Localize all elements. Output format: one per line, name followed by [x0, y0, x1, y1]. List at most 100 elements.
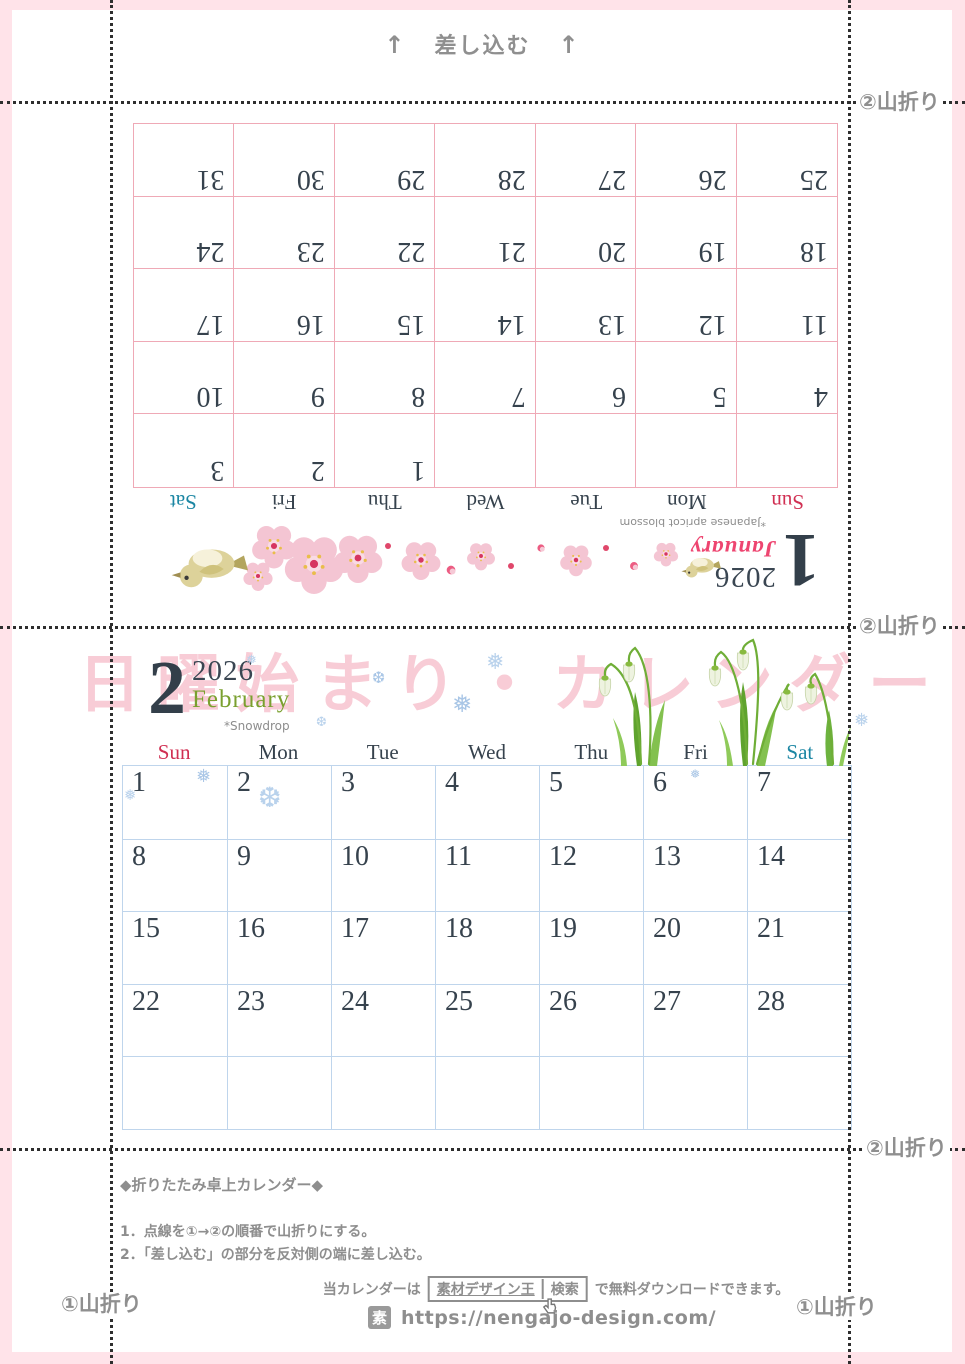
weekday-label: Mon [667, 490, 707, 514]
up-arrow-icon: ↑ [558, 31, 581, 59]
january-weekday-row: Sun Mon Tue Wed Thu Fri Sat [133, 488, 838, 514]
date-number: 8 [411, 381, 426, 413]
date-number: 26 [698, 163, 727, 195]
date-cell: 13 [643, 838, 747, 912]
date-cell: 2 [234, 414, 335, 487]
date-cell [435, 1056, 539, 1129]
date-number: 27 [653, 985, 681, 1017]
fold-line-horizontal-top [0, 101, 965, 104]
date-cell: 15 [123, 911, 227, 984]
date-cell: 4 [435, 766, 539, 839]
weekday-label: Fri [683, 740, 708, 764]
weekday-label: Sun [157, 740, 191, 764]
date-number: 21 [757, 913, 785, 945]
date-number: 16 [296, 308, 325, 340]
date-cell: 20 [535, 196, 637, 270]
weekday-label: Thu [367, 490, 402, 514]
date-cell: 16 [234, 269, 335, 342]
fold-line-vertical-left [110, 0, 113, 1364]
date-cell [535, 414, 637, 487]
folding-instructions: ◆折りたたみ卓上カレンダー◆ 1．点線を①→②の順番で山折りにする。 2．「差し… [120, 1174, 431, 1267]
weekday-label: Sat [786, 740, 814, 764]
date-cell: 14 [747, 838, 851, 912]
download-notice: 当カレンダーは 素材デザイン王 検索 で無料ダウンロードできます。 [322, 1276, 789, 1314]
fold-line-horizontal-middle [0, 626, 965, 629]
date-cell: 9 [227, 838, 331, 912]
date-cell: 4 [736, 341, 837, 415]
date-cell: 27 [535, 124, 637, 197]
date-cell: 3 [134, 414, 235, 487]
date-number: 15 [397, 308, 426, 340]
instruction-step-2: 2．「差し込む」の部分を反対側の端に差し込む。 [120, 1247, 431, 1263]
year-label: 2026 [192, 655, 254, 687]
page-frame-left [0, 0, 12, 1352]
date-cell: 6 [535, 341, 637, 415]
date-cell: 17 [134, 269, 235, 342]
january-date-grid: 1 2 3 4 5 6 7 8 9 10 11 12 13 14 15 16 17 18 19 20 21 22 23 24 2… [133, 123, 838, 488]
date-cell: 22 [123, 983, 227, 1057]
date-cell: 7 [435, 341, 536, 415]
insert-instruction: ↑ 差し込む ↑ [0, 28, 965, 60]
date-number: 21 [497, 236, 526, 268]
date-cell: 21 [435, 196, 536, 270]
site-url[interactable]: https://nengajo-design.com/ [401, 1306, 717, 1329]
date-number: 19 [549, 913, 577, 945]
date-cell: 23 [234, 196, 335, 270]
date-number: 22 [132, 985, 160, 1017]
weekday-label: Sun [771, 490, 804, 514]
date-number: 2 [310, 455, 325, 486]
page-frame-right [952, 0, 965, 1352]
date-cell: 19 [636, 196, 737, 270]
date-number: 6 [653, 767, 667, 798]
date-number: 1 [411, 455, 426, 486]
date-cell [636, 414, 737, 487]
date-number: 22 [397, 236, 426, 268]
date-number: 4 [814, 381, 828, 413]
weekday-label: Wed [466, 490, 505, 514]
date-number: 25 [800, 163, 828, 195]
date-number: 19 [698, 236, 727, 268]
date-cell: 29 [334, 124, 436, 197]
date-cell: 14 [435, 269, 536, 342]
date-cell: 17 [331, 911, 435, 984]
date-cell: 24 [134, 196, 235, 270]
search-keyword: 素材デザイン王 [436, 1282, 535, 1298]
date-cell [539, 1056, 643, 1129]
date-number: 9 [237, 840, 251, 872]
date-cell: 23 [227, 983, 331, 1057]
notice-prefix: 当カレンダーは [322, 1282, 421, 1298]
date-number: 13 [653, 840, 681, 872]
weekday-label: Tue [570, 490, 603, 514]
fold-label-mountain1: ①山折り [793, 1295, 880, 1320]
date-cell: 3 [331, 766, 435, 839]
date-cell: 10 [331, 838, 435, 912]
search-button: 検索 [541, 1279, 586, 1299]
date-number: 10 [341, 840, 369, 872]
site-logo-icon: 素 [368, 1306, 391, 1329]
date-cell: 27 [643, 983, 747, 1057]
weekday-label: Fri [271, 490, 297, 514]
date-cell: 5 [539, 766, 643, 839]
date-number: 31 [196, 163, 225, 195]
date-cell [643, 1056, 747, 1129]
date-cell: 9 [234, 341, 335, 415]
search-box: 素材デザイン王 検索 [427, 1276, 588, 1314]
february-title: 2 2026 February *Snowdrop [148, 650, 290, 733]
month-name: January [689, 536, 776, 561]
instructions-heading: ◆折りたたみ卓上カレンダー◆ [120, 1176, 324, 1194]
date-cell: 18 [435, 911, 539, 984]
date-number: 29 [397, 163, 426, 195]
date-cell: 30 [234, 124, 335, 197]
weekday-label: Sat [169, 490, 197, 514]
fold-line-vertical-right [848, 0, 851, 1364]
flower-note: *Snowdrop [224, 719, 290, 733]
date-cell: 25 [435, 983, 539, 1057]
date-cell: 13 [535, 269, 637, 342]
date-number: 30 [296, 163, 325, 195]
date-cell: 12 [636, 269, 737, 342]
instruction-step-1: 1．点線を①→②の順番で山折りにする。 [120, 1224, 376, 1240]
month-name: February [192, 686, 291, 713]
date-number: 20 [598, 236, 627, 268]
up-arrow-icon: ↑ [384, 31, 407, 59]
date-number: 2 [237, 767, 251, 798]
